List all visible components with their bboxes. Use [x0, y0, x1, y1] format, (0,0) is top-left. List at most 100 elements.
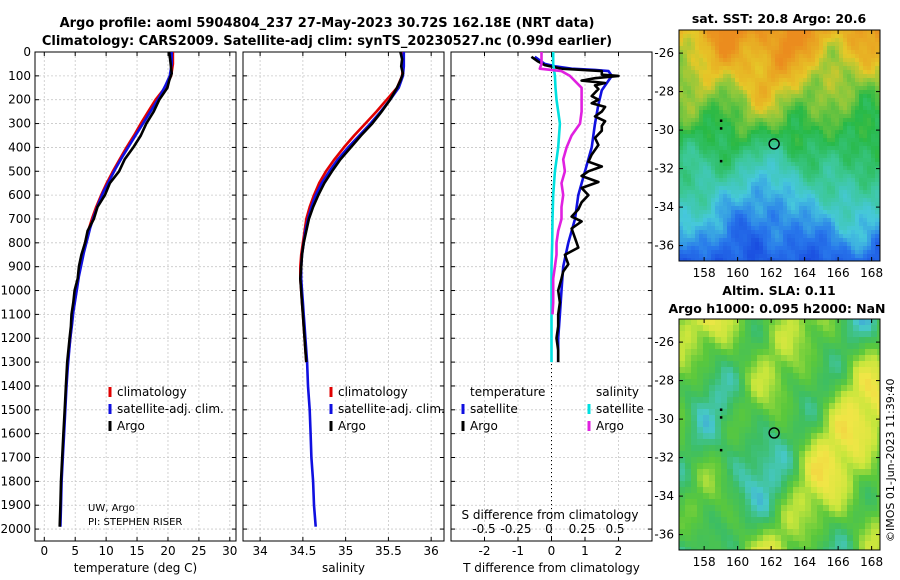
heatmap-cell [679, 230, 684, 235]
heatmap-cell [851, 250, 856, 255]
heatmap-cell [855, 230, 860, 235]
heatmap-cell [855, 190, 860, 195]
heatmap-cell [839, 98, 844, 103]
heatmap-cell [829, 529, 836, 536]
heatmap-cell [811, 162, 816, 167]
heatmap-cell [711, 106, 716, 111]
heatmap-cell [817, 367, 824, 374]
heatmap-cell [687, 166, 692, 171]
heatmap-cell [877, 475, 880, 482]
heatmap-cell [707, 246, 712, 251]
heatmap-cell [715, 206, 720, 211]
heatmap-cell [739, 110, 744, 115]
heatmap-cell [859, 150, 864, 155]
heatmap-cell [679, 70, 684, 75]
heatmap-cell [751, 42, 756, 47]
heatmap-cell [871, 150, 876, 155]
heatmap-cell [863, 70, 868, 75]
heatmap-cell [793, 547, 800, 550]
heatmap-cell [871, 361, 878, 368]
heatmap-cell [707, 250, 712, 255]
heatmap-cell [685, 517, 692, 524]
heatmap-cell [787, 198, 792, 203]
heatmap-cell [779, 106, 784, 111]
heatmap-cell [727, 457, 734, 464]
heatmap-cell [799, 457, 806, 464]
heatmap-cell [847, 86, 852, 91]
heatmap-cell [735, 110, 740, 115]
heatmap-cell [697, 451, 704, 458]
heatmap-cell [727, 242, 732, 247]
heatmap-cell [863, 86, 868, 91]
heatmap-cell [751, 535, 758, 542]
heatmap-cell [721, 505, 728, 512]
heatmap-cell [727, 433, 734, 440]
heatmap-cell [783, 50, 788, 55]
heatmap-cell [803, 238, 808, 243]
heatmap-cell [847, 258, 852, 261]
heatmap-cell [827, 86, 832, 91]
heatmap-cell [841, 397, 848, 404]
heatmap-cell [823, 254, 828, 259]
heatmap-cell [787, 126, 792, 131]
heatmap-cell [799, 493, 806, 500]
heatmap-cell [767, 62, 772, 67]
heatmap-cell [863, 46, 868, 51]
heatmap-cell [715, 98, 720, 103]
heatmap-cell [807, 66, 812, 71]
heatmap-cell [817, 361, 824, 368]
heatmap-cell [751, 481, 758, 488]
heatmap-cell [715, 158, 720, 163]
heatmap-cell [699, 78, 704, 83]
heatmap-cell [823, 457, 830, 464]
heatmap-cell [767, 162, 772, 167]
heatmap-cell [779, 230, 784, 235]
heatmap-cell [679, 214, 684, 219]
heatmap-cell [863, 174, 868, 179]
heatmap-cell [703, 397, 710, 404]
heatmap-cell [841, 511, 848, 518]
heatmap-cell [743, 46, 748, 51]
heatmap-cell [715, 58, 720, 63]
heatmap-cell [823, 246, 828, 251]
heatmap-cell [877, 361, 880, 368]
heatmap-cell [803, 134, 808, 139]
heatmap-cell [811, 102, 816, 107]
heatmap-cell [877, 409, 880, 416]
heatmap-cell [747, 186, 752, 191]
heatmap-cell [723, 258, 728, 261]
heatmap-cell [771, 178, 776, 183]
heatmap-cell [805, 511, 812, 518]
heatmap-cell [755, 170, 760, 175]
heatmap-cell [751, 487, 758, 494]
heatmap-cell [835, 349, 842, 356]
heatmap-cell [679, 138, 684, 143]
heatmap-cell [735, 86, 740, 91]
heatmap-cell [791, 186, 796, 191]
heatmap-cell [863, 170, 868, 175]
heatmap-cell [703, 463, 710, 470]
heatmap-cell [767, 242, 772, 247]
heatmap-cell [767, 74, 772, 79]
heatmap-cell [715, 343, 722, 350]
heatmap-cell [719, 214, 724, 219]
heatmap-cell [793, 475, 800, 482]
heatmap-cell [839, 194, 844, 199]
heatmap-cell [775, 421, 782, 428]
heatmap-cell [771, 110, 776, 115]
heatmap-cell [799, 54, 804, 59]
heatmap-cell [747, 206, 752, 211]
heatmap-cell [751, 385, 758, 392]
heatmap-cell [743, 194, 748, 199]
heatmap-cell [743, 126, 748, 131]
heatmap-cell [817, 505, 824, 512]
heatmap-cell [755, 202, 760, 207]
heatmap-cell [767, 146, 772, 151]
heatmap-cell [695, 138, 700, 143]
heatmap-cell [865, 385, 872, 392]
heatmap-cell [847, 379, 854, 386]
heatmap-cell [695, 90, 700, 95]
heatmap-cell [863, 42, 868, 47]
heatmap-cell [747, 162, 752, 167]
heatmap-cell [751, 409, 758, 416]
